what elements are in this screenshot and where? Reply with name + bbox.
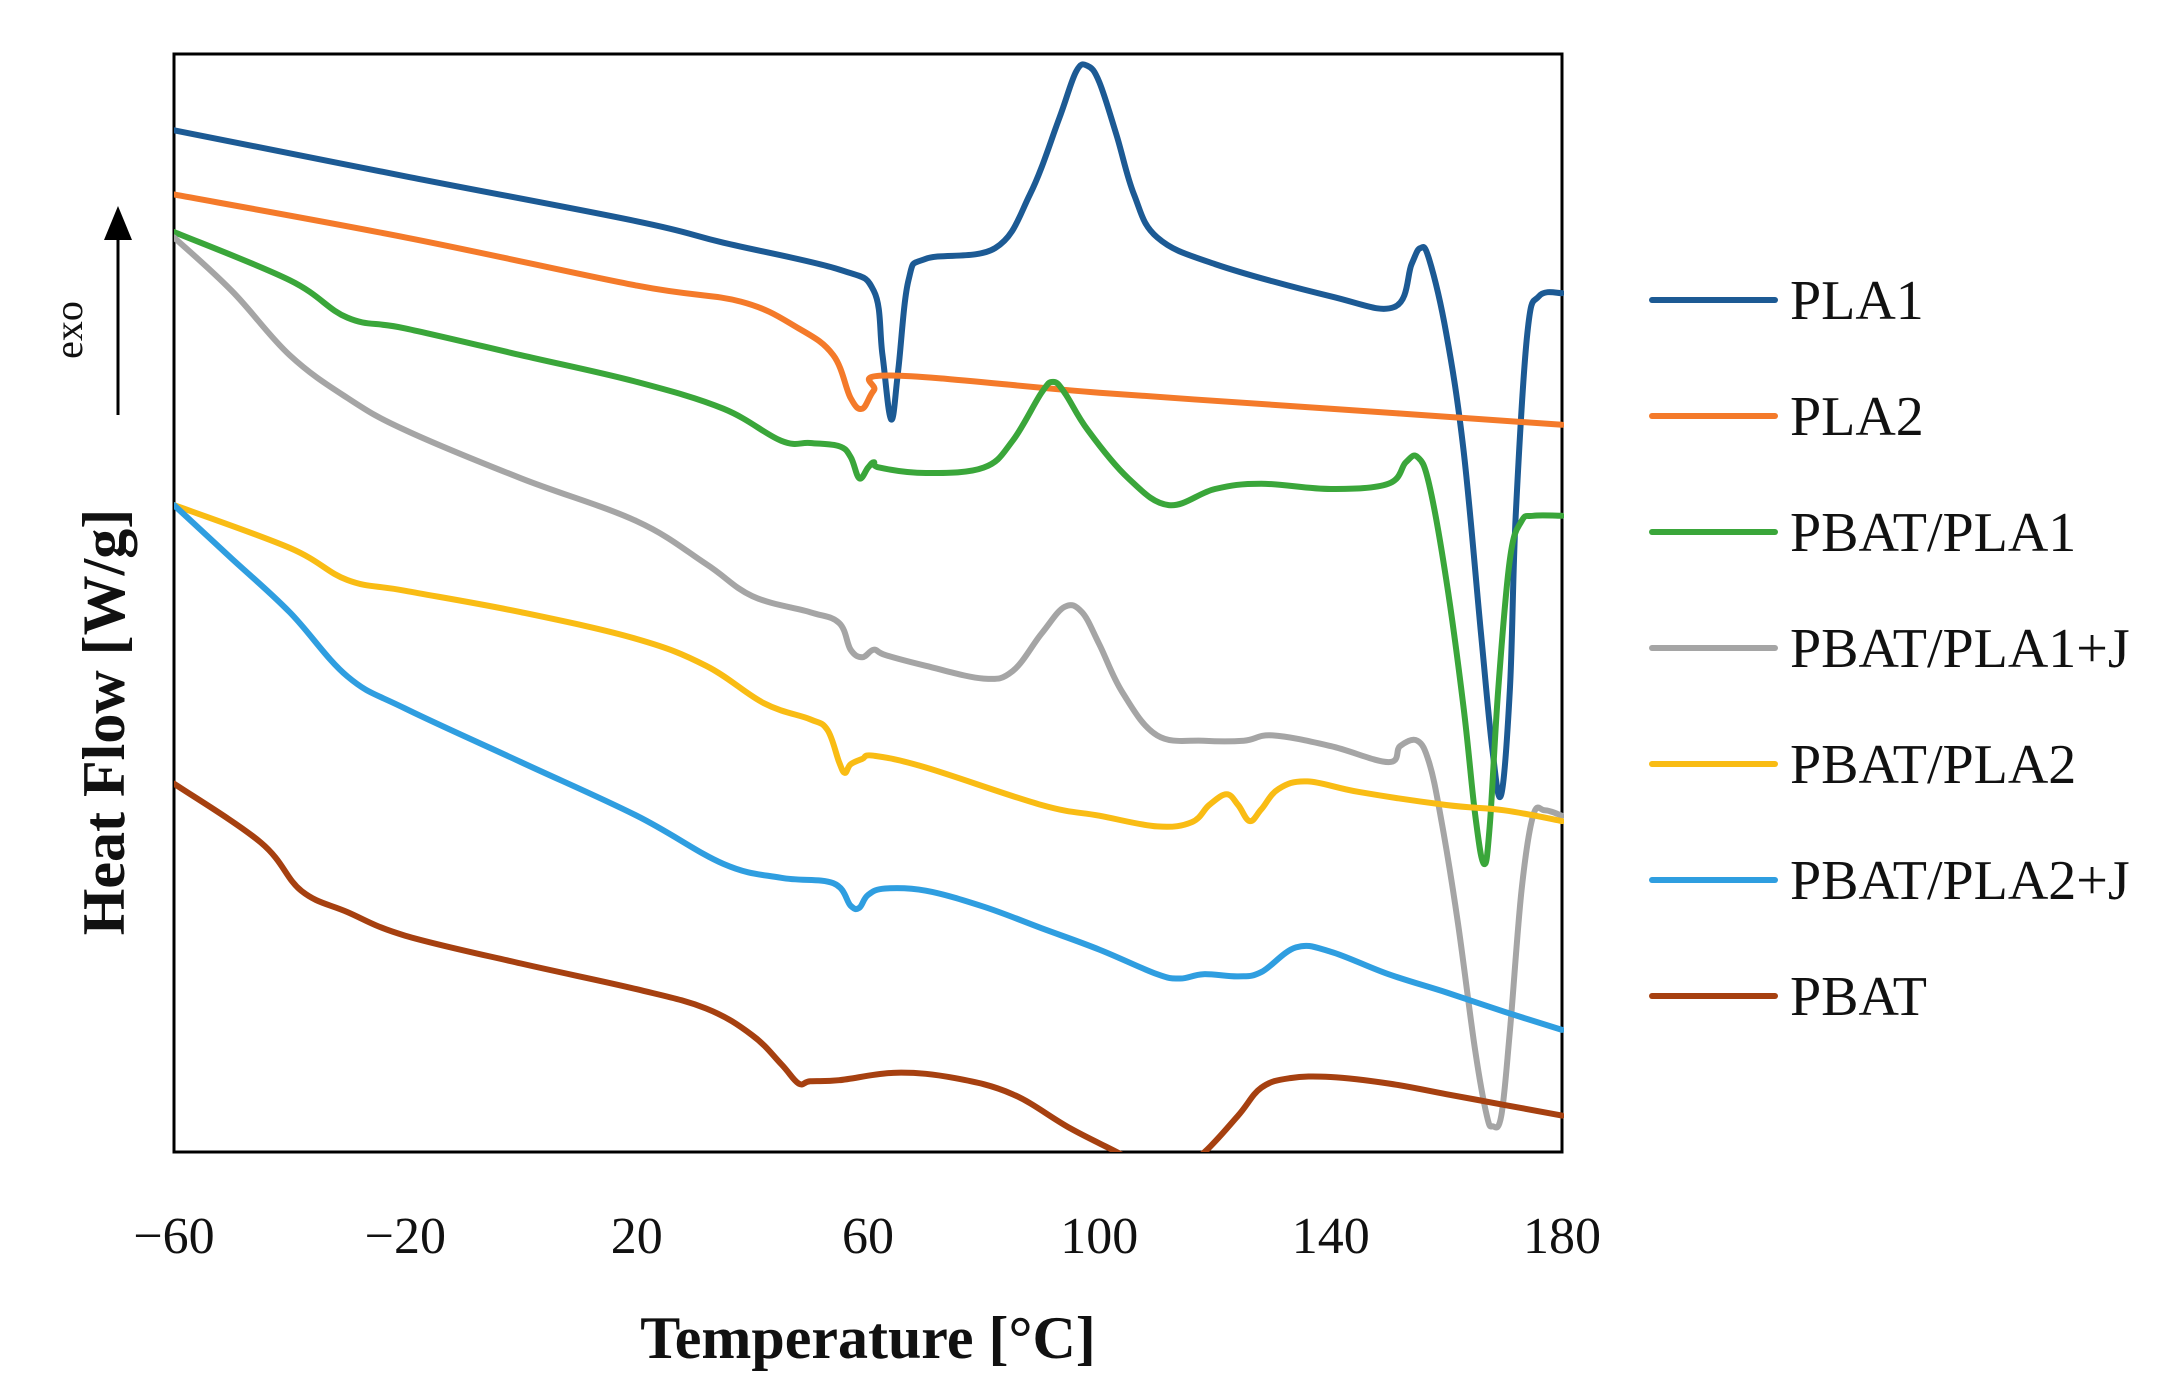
legend-entry: PBAT/PLA1 (1649, 502, 2076, 564)
legend-label: PBAT/PLA1 (1790, 502, 2076, 564)
legend-label: PBAT/PLA1+J (1790, 618, 2130, 680)
legend-entry: PBAT/PLA1+J (1649, 618, 2130, 680)
legend-label: PBAT (1790, 966, 1927, 1028)
series-line-pbat (174, 780, 1564, 1152)
x-tick-label: −60 (133, 1208, 214, 1265)
x-tick-label: −20 (365, 1208, 446, 1265)
legend-label: PLA1 (1790, 270, 1924, 332)
legend-label: PBAT/PLA2+J (1790, 850, 2130, 912)
legend-entry: PBAT/PLA2+J (1649, 850, 2130, 912)
series-line-pbat-pla1-j (174, 234, 1564, 1131)
exo-label: exo (46, 301, 91, 359)
series-line-pla2 (174, 191, 1564, 428)
plot-area-frame (172, 52, 1564, 1154)
x-tick-label: 60 (842, 1208, 894, 1265)
x-tick-label: 100 (1060, 1208, 1138, 1265)
legend-entry: PLA2 (1649, 386, 1924, 448)
x-tick-label: 20 (611, 1208, 663, 1265)
x-axis-title: Temperature [°C] (640, 1305, 1096, 1371)
legend-entry: PBAT (1649, 966, 1927, 1028)
legend-label: PLA2 (1790, 386, 1924, 448)
x-tick-label: 140 (1292, 1208, 1370, 1265)
exo-arrow (104, 206, 132, 415)
series-line-pla1 (174, 61, 1564, 800)
series-line-pbat-pla2-j (174, 502, 1564, 1033)
legend: PLA1 PLA2 PBAT/PLA1 PBAT/PLA1+J PBAT/PLA2 PBA… (1649, 270, 2130, 1028)
series-layer (174, 61, 1564, 1152)
legend-label: PBAT/PLA2 (1790, 734, 2076, 796)
legend-entry: PBAT/PLA2 (1649, 734, 2076, 796)
y-axis-title: Heat Flow [W/g] (71, 509, 137, 936)
x-tick-labels: −60 −20 20 60 100 140 180 (133, 1208, 1601, 1265)
legend-entry: PLA1 (1649, 270, 1924, 332)
x-tick-label: 180 (1523, 1208, 1601, 1265)
exo-arrow-head-icon (104, 206, 132, 240)
series-line-pbat-pla2 (174, 502, 1564, 830)
series-line-pbat-pla1 (174, 229, 1564, 868)
